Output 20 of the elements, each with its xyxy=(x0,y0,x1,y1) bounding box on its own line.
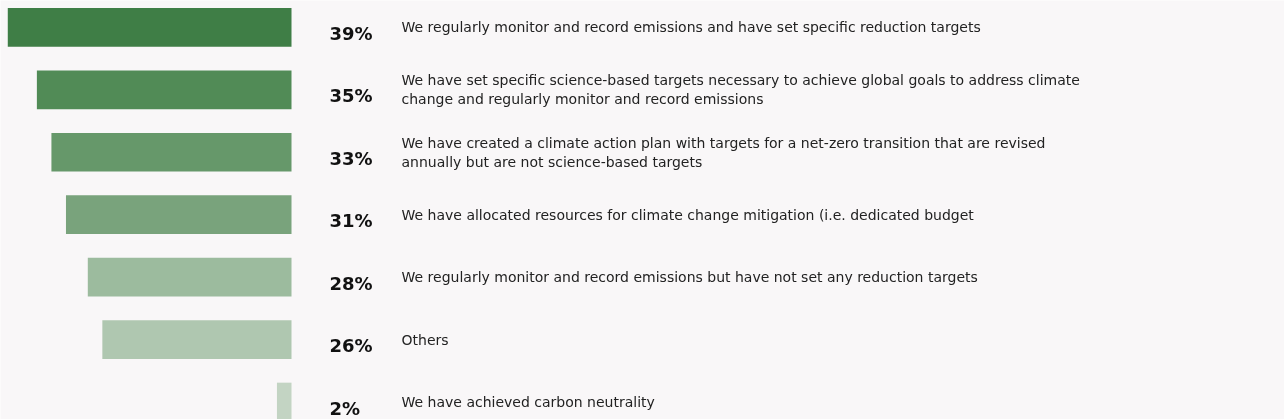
data-label: 35% xyxy=(329,85,373,107)
y-tick-label: We regularly monitor and record emissions and have set specific reduction targets xyxy=(401,19,981,36)
bar xyxy=(36,70,292,110)
data-label: 26% xyxy=(329,335,373,357)
bar xyxy=(7,7,292,47)
bar xyxy=(51,132,292,172)
y-tick-label: We have created a climate action plan with targets for a net-zero transition that are revised annually but are not science-based targets xyxy=(401,134,1046,170)
data-label: 33% xyxy=(329,147,373,169)
bar xyxy=(102,320,292,359)
bar xyxy=(65,195,292,235)
y-tick-label: We have achieved carbon neutrality xyxy=(401,394,655,411)
data-label: 39% xyxy=(329,22,373,44)
y-tick-label: We have allocated resources for climate change mitigation (i.e. dedicated budget xyxy=(401,206,975,223)
y-tick-label: We regularly monitor and record emissions but have not set any reduction targets xyxy=(401,269,978,286)
data-label: 2% xyxy=(329,397,361,419)
bar xyxy=(87,257,292,297)
y-tick-label: We have set specific science-based targets necessary to achieve global goals to address climate change and regularly monitor and record emissions xyxy=(401,72,1080,108)
data-label: 31% xyxy=(329,210,373,232)
y-tick-label: Others xyxy=(401,331,449,348)
data-label: 28% xyxy=(329,272,373,294)
